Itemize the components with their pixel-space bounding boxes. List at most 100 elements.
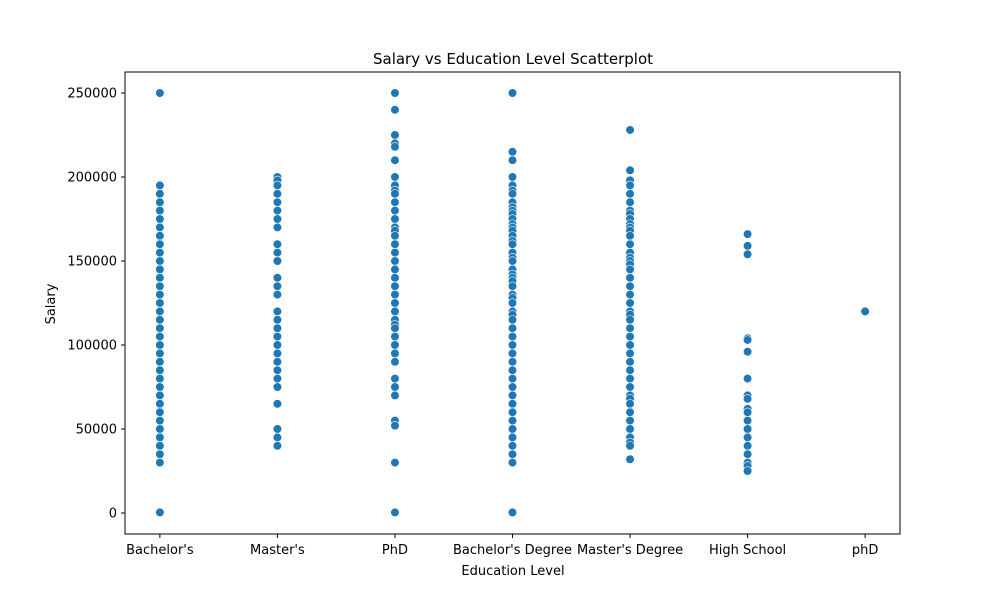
data-point-bachelor-s (155, 357, 165, 367)
x-tick-label-phd: PhD (382, 543, 408, 558)
data-point-master-s-degree (625, 416, 635, 426)
data-point-bachelor-s (155, 390, 165, 401)
data-point-master-s (272, 432, 283, 443)
data-point-master-s (272, 323, 283, 333)
data-point-bachelor-s-degree (507, 88, 518, 98)
data-point-bachelor-s (155, 222, 165, 232)
data-point-phd (390, 239, 400, 249)
data-point-high-school (742, 466, 753, 476)
data-point-master-s-degree (625, 315, 635, 325)
data-point-bachelor-s-degree (507, 458, 518, 468)
data-point-master-s (272, 382, 283, 392)
x-tick-label-bachelor-s-degree: Bachelor's Degree (453, 543, 572, 558)
data-point-phd (860, 306, 870, 317)
data-point-bachelor-s (155, 306, 165, 317)
data-point-bachelor-s (155, 348, 165, 359)
data-point-master-s (272, 348, 283, 359)
data-point-master-s (272, 399, 283, 409)
data-point-phd (390, 323, 400, 333)
y-axis-label: Salary (44, 283, 59, 324)
data-point-master-s-degree (625, 332, 635, 342)
data-point-master-s-degree (625, 340, 635, 350)
data-point-high-school (742, 249, 753, 259)
data-point-phd (390, 340, 400, 350)
data-point-phd (390, 172, 400, 182)
data-point-bachelor-s (155, 323, 165, 333)
data-point-high-school (742, 394, 753, 404)
data-point-master-s-degree (625, 290, 635, 300)
data-point-bachelor-s (155, 189, 165, 199)
data-point-phd (390, 298, 400, 308)
data-point-phd (390, 256, 400, 266)
data-point-bachelor-s (155, 256, 165, 266)
data-point-phd (390, 105, 400, 115)
data-point-master-s (272, 365, 283, 375)
data-point-master-s (272, 206, 283, 216)
data-point-bachelor-s (155, 239, 165, 249)
data-points (155, 88, 870, 518)
data-point-master-s (272, 273, 283, 283)
data-point-bachelor-s (155, 248, 165, 258)
data-point-bachelor-s (155, 332, 165, 342)
data-point-bachelor-s (155, 206, 165, 216)
data-point-master-s-degree (625, 165, 635, 175)
data-point-high-school (742, 432, 753, 443)
data-point-phd (390, 348, 400, 359)
data-point-bachelor-s (155, 231, 165, 241)
data-point-phd (390, 458, 400, 468)
data-point-bachelor-s-degree (507, 155, 518, 165)
data-point-high-school (742, 229, 753, 239)
data-point-master-s (272, 239, 283, 249)
data-point-high-school (742, 416, 753, 426)
data-point-phd (390, 142, 400, 152)
data-point-bachelor-s (155, 424, 165, 434)
data-point-bachelor-s-degree (507, 416, 518, 426)
data-point-phd (390, 189, 400, 199)
data-point-master-s-degree (625, 323, 635, 333)
data-point-bachelor-s (155, 298, 165, 308)
data-point-bachelor-s (155, 449, 165, 459)
data-point-bachelor-s (155, 273, 165, 283)
data-point-bachelor-s-degree (507, 432, 518, 443)
data-point-master-s-degree (625, 125, 635, 135)
data-point-bachelor-s (155, 399, 165, 409)
data-point-phd (390, 248, 400, 258)
data-point-bachelor-s-degree (507, 374, 518, 384)
data-point-master-s-degree (625, 374, 635, 384)
data-point-bachelor-s-degree (507, 332, 518, 342)
data-point-bachelor-s (155, 441, 165, 451)
y-tick-label-50000: 50000 (76, 423, 117, 438)
data-point-bachelor-s (155, 407, 165, 417)
data-point-bachelor-s-degree (507, 315, 518, 325)
data-point-master-s-degree (625, 180, 635, 190)
y-axis: 0 50000 100000 150000 200000 250000 (67, 87, 125, 522)
data-point-phd (390, 88, 400, 98)
data-point-master-s (272, 256, 283, 266)
data-point-master-s-degree (625, 273, 635, 283)
data-point-bachelor-s (155, 290, 165, 300)
data-point-high-school (742, 441, 753, 451)
data-point-master-s-degree (625, 382, 635, 392)
data-point-bachelor-s-degree (507, 424, 518, 434)
data-point-master-s-degree (625, 239, 635, 249)
data-point-bachelor-s (155, 340, 165, 350)
data-point-master-s (272, 441, 283, 451)
data-point-master-s (272, 357, 283, 367)
data-point-bachelor-s-degree (507, 239, 518, 249)
data-point-master-s (272, 197, 283, 207)
data-point-bachelor-s-degree (507, 357, 518, 367)
data-point-master-s-degree (625, 281, 635, 291)
data-point-master-s-degree (625, 348, 635, 359)
data-point-master-s (272, 340, 283, 350)
data-point-bachelor-s (155, 281, 165, 291)
data-point-master-s-degree (625, 424, 635, 434)
data-point-phd (390, 306, 400, 317)
data-point-bachelor-s-degree (507, 365, 518, 375)
data-point-phd (390, 382, 400, 392)
data-point-bachelor-s-degree (507, 507, 518, 518)
data-point-bachelor-s (155, 458, 165, 468)
data-point-master-s (272, 374, 283, 384)
x-tick-label-master-s-degree: Master's Degree (577, 543, 683, 558)
data-point-bachelor-s (155, 88, 165, 98)
data-point-phd (390, 264, 400, 275)
